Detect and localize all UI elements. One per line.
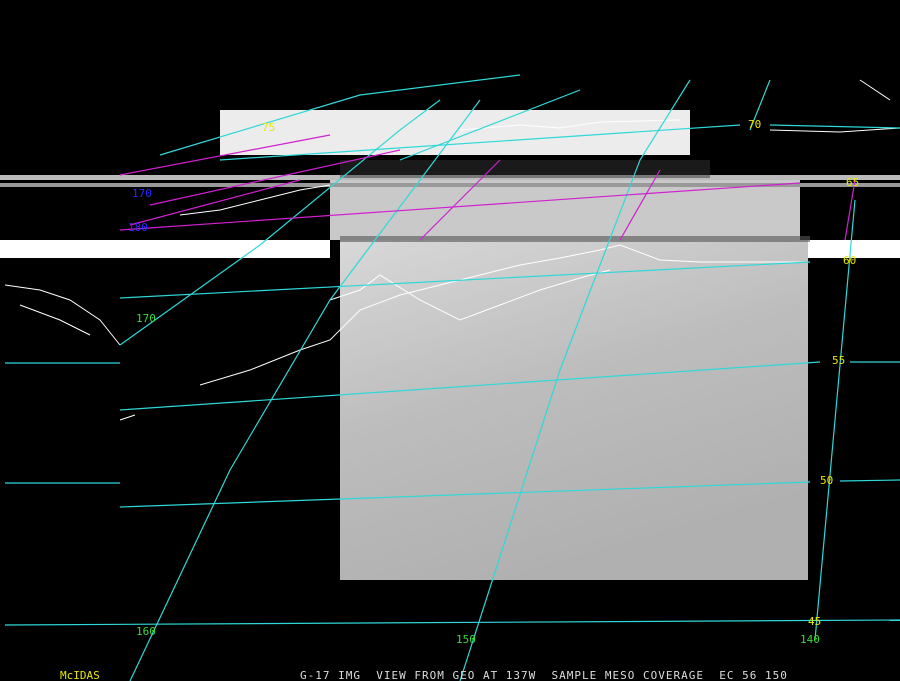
imagery bbox=[0, 110, 900, 580]
graticule bbox=[4, 74, 900, 681]
coastlines bbox=[4, 79, 900, 421]
lat-label: 60 bbox=[843, 254, 856, 267]
lat-label: 75 bbox=[262, 121, 275, 134]
lon-label: 180 bbox=[128, 221, 148, 234]
footer-caption: G-17 IMG VIEW FROM GEO AT 137W SAMPLE ME… bbox=[300, 669, 788, 681]
lat-label: 50 bbox=[820, 474, 833, 487]
lat-label: 70 bbox=[748, 118, 761, 131]
lon-label: 170 bbox=[132, 187, 152, 200]
lat-label: 55 bbox=[832, 354, 845, 367]
lon-label: 150 bbox=[456, 633, 476, 646]
lat-label: 45 bbox=[808, 615, 821, 628]
lat-label: 65 bbox=[846, 176, 859, 189]
lon-label: 140 bbox=[800, 633, 820, 646]
footer-logo: McIDAS bbox=[60, 669, 100, 681]
lon-label: 170 bbox=[136, 312, 156, 325]
lon-label: 160 bbox=[136, 625, 156, 638]
